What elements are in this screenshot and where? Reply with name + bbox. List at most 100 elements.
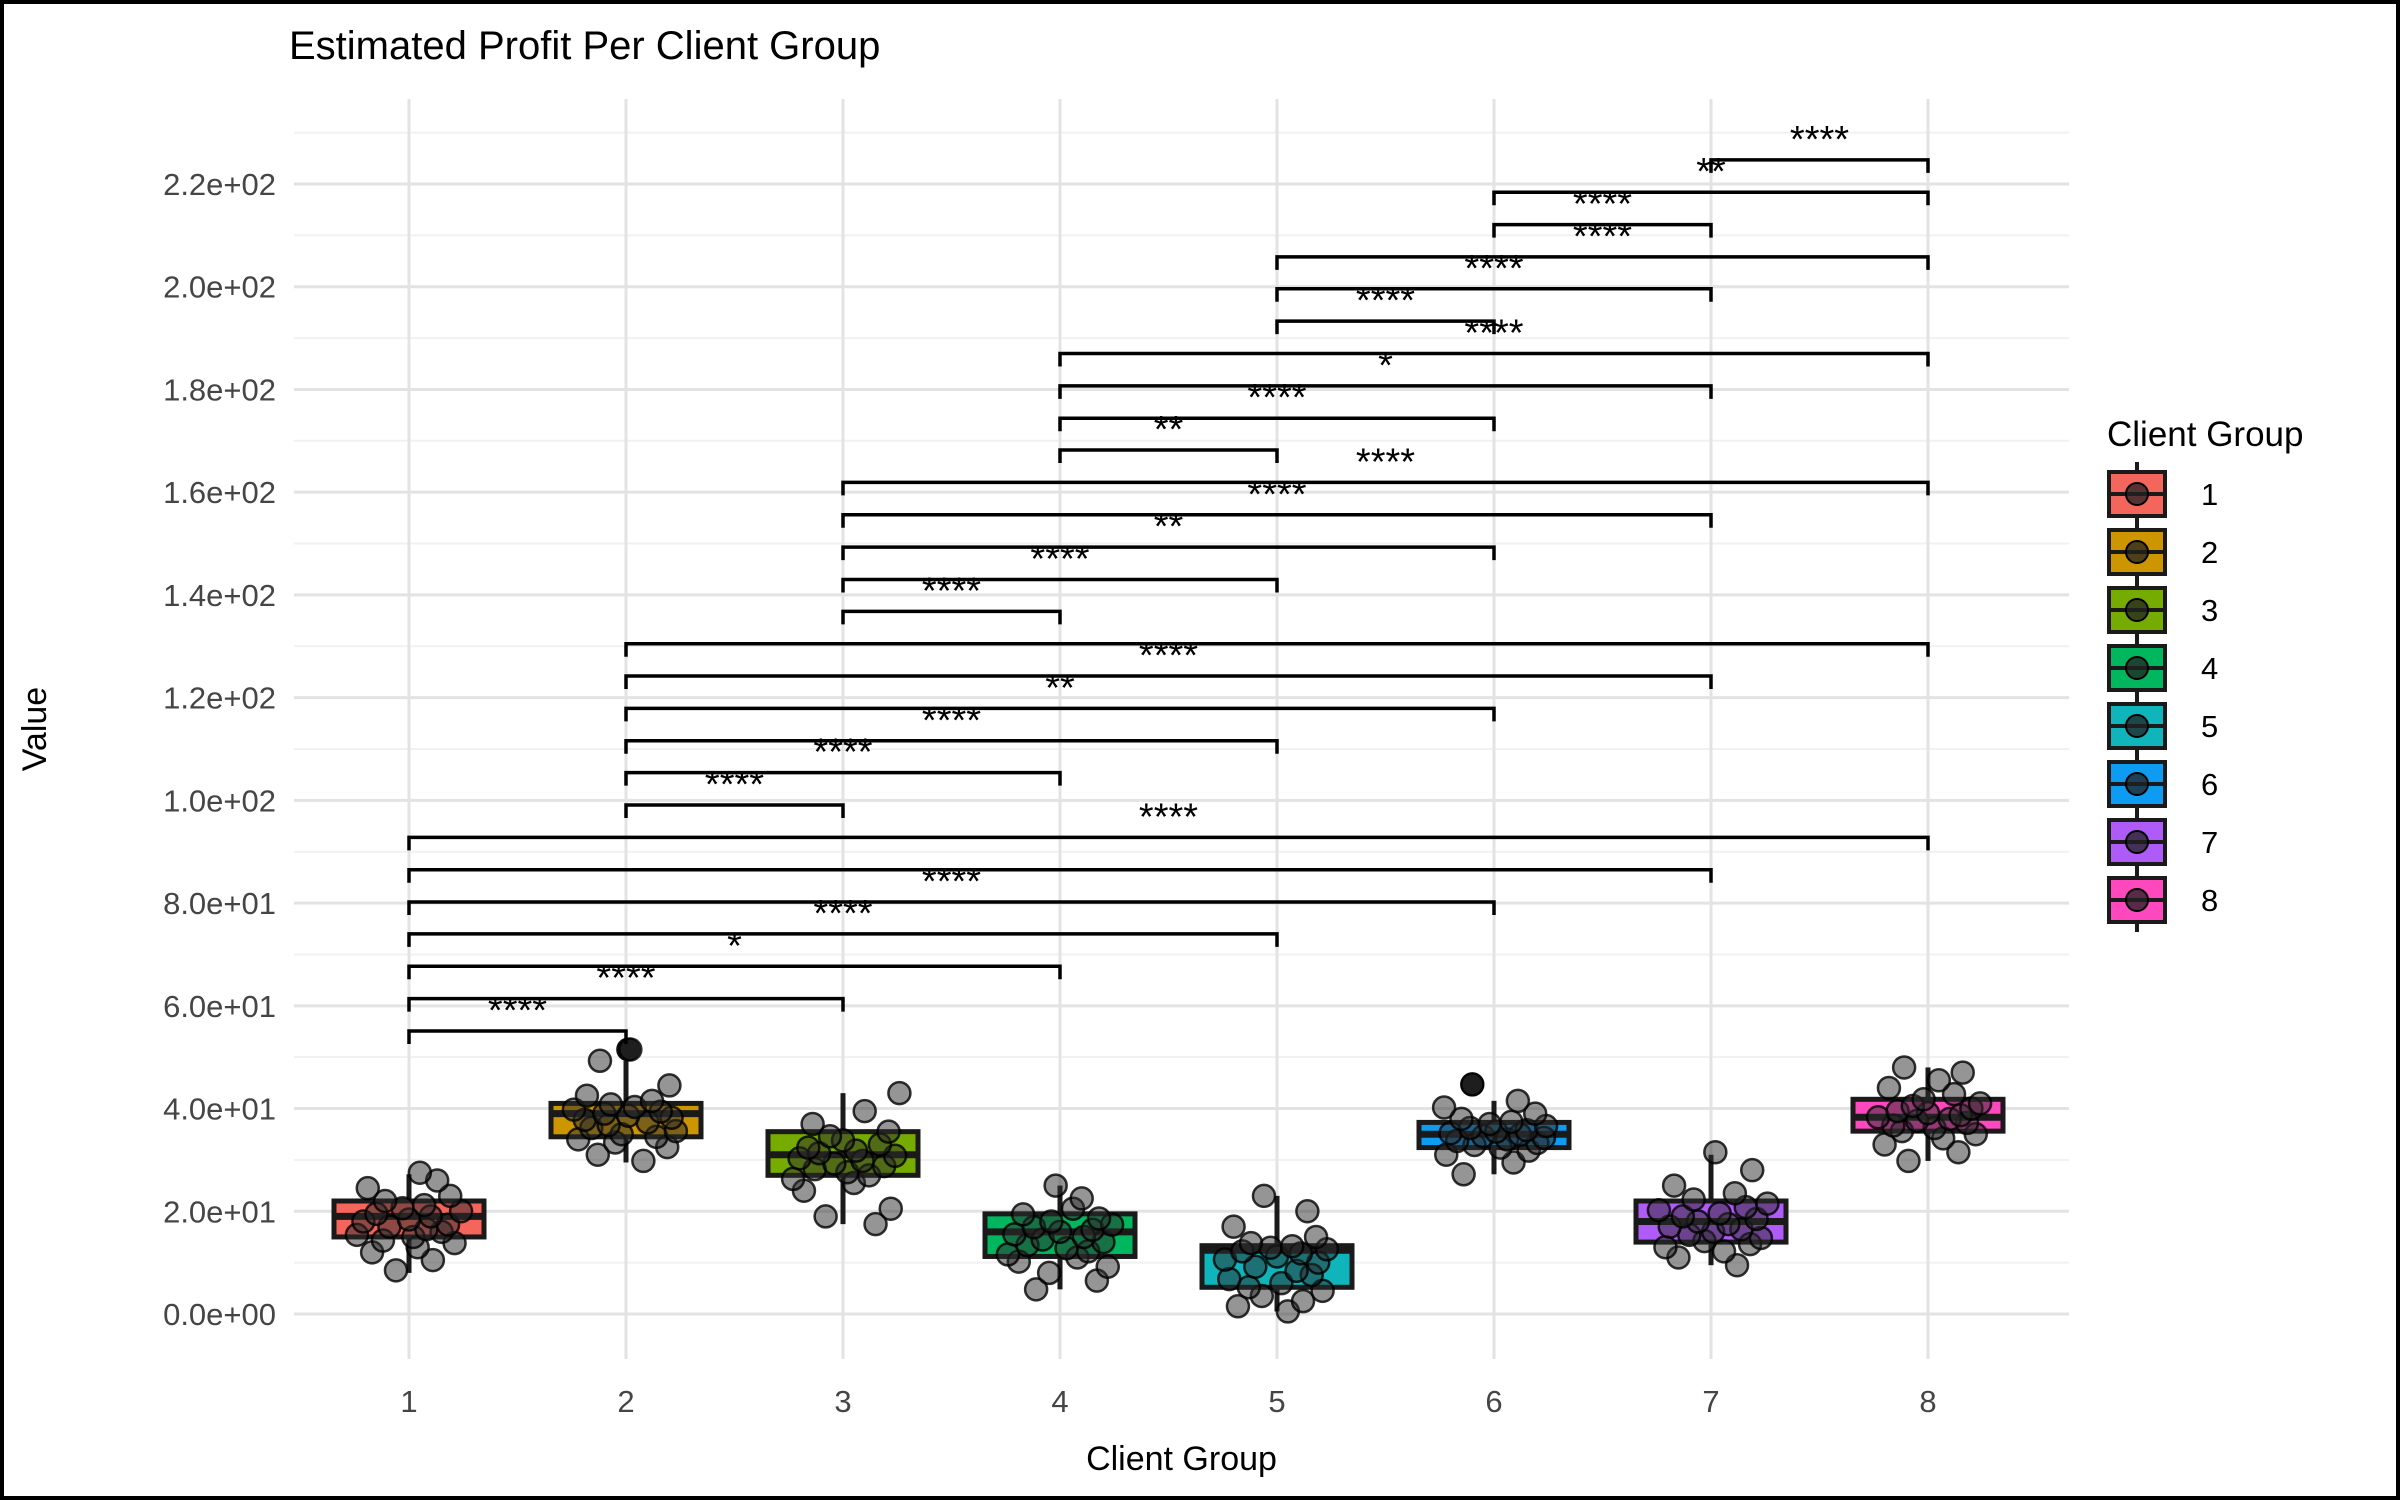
- jitter-point: [1303, 1224, 1329, 1250]
- x-tick-label: 4: [1051, 1384, 1068, 1419]
- jitter-point: [1451, 1162, 1476, 1187]
- jitter-point: [355, 1175, 381, 1201]
- bracket-label-6-7: ****: [1573, 184, 1632, 226]
- bracket-7-8: [1709, 158, 1930, 173]
- bracket-label-2-3: ****: [705, 764, 764, 806]
- jitter-point: [598, 1092, 624, 1117]
- boxplot-group-6: [1416, 1072, 1572, 1187]
- jitter-point: [1243, 1254, 1268, 1279]
- bracket-2-7: [624, 674, 1713, 690]
- bracket-label-1-6: ****: [922, 861, 981, 903]
- y-tick-label: 2.0e+01: [163, 1194, 276, 1229]
- bracket-4-7: [1058, 384, 1713, 399]
- bracket-label-1-3: ****: [596, 958, 655, 1000]
- y-tick-label: 1.8e+02: [163, 372, 276, 407]
- boxplot-group-1: [331, 1160, 487, 1283]
- jitter-point: [383, 1258, 409, 1283]
- bracket-label-7-8: ****: [1790, 119, 1849, 161]
- bracket-1-8: [407, 835, 1930, 851]
- boxplot-group-3: [765, 1080, 921, 1237]
- jitter-point: [780, 1166, 806, 1192]
- jitter-point: [1449, 1106, 1474, 1132]
- jitter-point: [587, 1048, 613, 1074]
- jitter-point: [1295, 1199, 1320, 1224]
- bracket-label-4-8: ****: [1464, 312, 1523, 354]
- jitter-point: [813, 1204, 838, 1229]
- bracket-2-4: [624, 770, 1062, 786]
- bracket-6-8: [1492, 190, 1930, 206]
- jitter-point: [1238, 1230, 1264, 1256]
- legend-key-point: [2125, 830, 2149, 854]
- x-tick-label: 5: [1268, 1384, 1285, 1419]
- bracket-label-2-7: ****: [1139, 635, 1198, 677]
- x-tick-label: 3: [834, 1384, 851, 1419]
- bracket-label-5-7: ****: [1464, 248, 1523, 290]
- jitter-point: [1036, 1260, 1062, 1286]
- x-tick-label: 7: [1702, 1384, 1719, 1419]
- jitter-point: [1670, 1204, 1696, 1229]
- jitter-point: [639, 1088, 665, 1114]
- legend-key-point: [2125, 772, 2149, 796]
- boxplot-group-7: [1633, 1139, 1789, 1278]
- jitter-point: [1505, 1088, 1531, 1114]
- legend-key-8: [2107, 868, 2167, 932]
- bracket-label-1-8: ****: [1139, 796, 1198, 838]
- significance-brackets: [407, 158, 1930, 1044]
- jitter-point: [1221, 1214, 1246, 1239]
- jitter-point: [796, 1135, 821, 1160]
- legend-key-4: [2107, 636, 2167, 700]
- jitter-point: [1707, 1201, 1732, 1226]
- jitter-point: [1896, 1148, 1921, 1174]
- jitter-point: [1069, 1186, 1094, 1211]
- bracket-3-4: [841, 609, 1062, 625]
- y-tick-label: 0.0e+00: [163, 1297, 276, 1332]
- legend-item-label: 4: [2201, 651, 2218, 686]
- bracket-2-6: [624, 706, 1496, 722]
- bracket-label-5-8: ****: [1573, 216, 1632, 258]
- y-tick-label: 2.2e+02: [163, 167, 276, 202]
- jitter-point: [618, 1037, 643, 1062]
- y-tick-label: 2.0e+02: [163, 270, 276, 305]
- legend: [2107, 462, 2167, 932]
- bracket-label-3-7: ****: [1247, 474, 1306, 516]
- bracket-6-7: [1492, 222, 1713, 238]
- jitter-point: [1661, 1173, 1687, 1198]
- bracket-3-8: [841, 480, 1930, 496]
- legend-item-label: 6: [2201, 767, 2218, 802]
- jitter-point: [1911, 1087, 1936, 1112]
- jitter-point: [1891, 1055, 1917, 1080]
- jitter-point: [1460, 1072, 1485, 1097]
- bracket-4-5: [1058, 448, 1279, 464]
- y-tick-label: 6.0e+01: [163, 989, 276, 1024]
- y-tick-label: 1.2e+02: [163, 681, 276, 716]
- bracket-3-6: [841, 545, 1496, 561]
- jitter-point: [1477, 1111, 1502, 1137]
- jitter-point: [1681, 1187, 1706, 1212]
- y-axis-title: Value: [16, 687, 54, 771]
- bracket-5-8: [1275, 255, 1930, 270]
- jitter-point: [407, 1160, 433, 1185]
- bracket-label-3-4: ****: [922, 570, 981, 612]
- jitter-point: [631, 1148, 656, 1174]
- legend-key-5: [2107, 694, 2167, 758]
- bracket-2-5: [624, 739, 1279, 754]
- jitter-point: [1217, 1266, 1242, 1292]
- legend-key-point: [2125, 888, 2149, 912]
- jitter-point: [1043, 1173, 1068, 1198]
- bracket-1-5: [407, 932, 1279, 947]
- legend-key-6: [2107, 752, 2167, 816]
- bracket-label-5-6: ****: [1356, 280, 1415, 322]
- bracket-label-2-6: **: [1045, 667, 1075, 709]
- jitter-point: [1251, 1183, 1277, 1209]
- jitter-point: [1967, 1091, 1993, 1116]
- bracket-label-2-5: ****: [922, 700, 981, 742]
- jitter-point: [1010, 1202, 1036, 1227]
- legend-key-3: [2107, 578, 2167, 642]
- legend-key-point: [2125, 598, 2149, 622]
- jitter-point: [887, 1080, 912, 1106]
- jitter-point: [574, 1083, 600, 1108]
- bracket-3-5: [841, 577, 1279, 593]
- legend-item-label: 2: [2201, 535, 2218, 570]
- y-tick-label: 1.4e+02: [163, 578, 276, 613]
